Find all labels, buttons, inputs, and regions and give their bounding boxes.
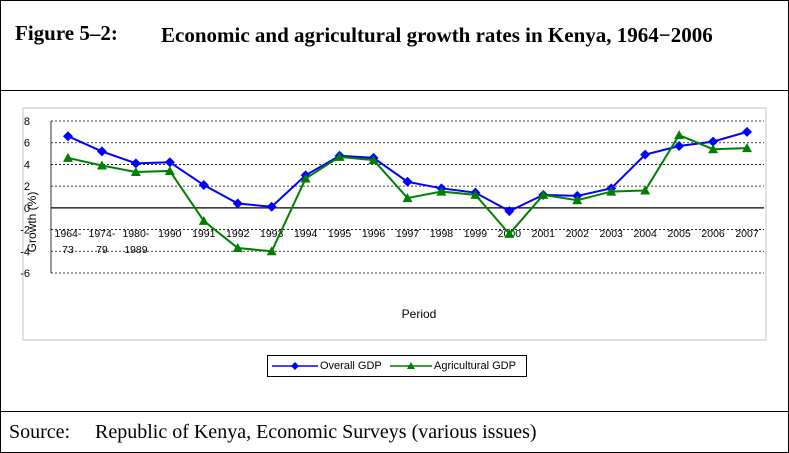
data-point-overall-gdp [232,198,243,209]
data-point-overall-gdp [130,158,141,169]
y-tick-label: -4 [20,246,30,258]
x-axis-label: Period [402,307,437,321]
data-point-agricultural-gdp [742,143,753,153]
x-tick-label: 1996 [362,228,386,240]
x-tick-label: 1995 [328,228,352,240]
x-tick-label: 1997 [396,228,420,240]
x-tick-label: 2003 [600,228,624,240]
figure-source: Source: Republic of Kenya, Economic Surv… [1,411,788,453]
data-point-agricultural-gdp [232,243,243,253]
x-tick-label: 1998 [430,228,454,240]
y-tick-label: 8 [24,116,30,128]
data-point-agricultural-gdp [300,173,311,183]
data-point-overall-gdp [164,157,175,168]
y-tick-label: 4 [24,159,30,171]
y-tick-labels: -6 -4 -2 0 2 4 6 8 [20,116,30,280]
data-point-agricultural-gdp [436,186,447,196]
x-tick-label: 1994 [294,228,318,240]
x-tick-label: 2007 [735,228,759,240]
x-tick-label: 2005 [667,228,691,240]
y-axis-label: Growth (%) [25,192,39,253]
x-tick-label: 1980-1989 [122,228,149,256]
x-tick-label: 1964-73 [55,228,82,256]
source-text: Republic of Kenya, Economic Surveys (var… [95,421,537,443]
data-point-overall-gdp [62,131,73,142]
data-point-agricultural-gdp [368,155,379,165]
x-tick-label: 2006 [701,228,725,240]
data-point-agricultural-gdp [572,195,583,205]
data-point-overall-gdp [96,146,107,157]
data-point-agricultural-gdp [504,228,515,238]
figure-header: Figure 5–2: Economic and agricultural gr… [1,1,788,91]
chart-area [22,107,767,341]
x-tick-label: 1991 [192,228,216,240]
data-point-agricultural-gdp [674,130,685,140]
y-tick-label: 2 [24,181,30,193]
legend: Overall GDP Agricultural GDP [267,355,527,377]
data-point-agricultural-gdp [164,165,175,175]
legend-marker-agricultural-gdp-icon [390,362,432,369]
data-point-overall-gdp [708,136,719,147]
data-point-overall-gdp [674,140,685,151]
data-point-agricultural-gdp [334,151,345,161]
data-point-agricultural-gdp [470,189,481,199]
x-tick-label: 2002 [566,228,590,240]
data-point-overall-gdp [742,126,753,137]
y-tick-label: 6 [24,138,30,150]
y-tick-label: -6 [20,268,30,280]
x-tick-label: 1990 [158,228,182,240]
data-point-overall-gdp [504,206,515,217]
figure-label: Figure 5–2: [15,21,118,45]
y-tick-label: -2 [20,225,30,237]
data-point-agricultural-gdp [606,186,617,196]
data-point-agricultural-gdp [538,189,549,199]
data-point-overall-gdp [402,176,413,187]
data-point-overall-gdp [266,201,277,212]
x-tick-label: 1999 [464,228,488,240]
data-point-agricultural-gdp [402,193,413,203]
data-point-agricultural-gdp [198,215,209,225]
legend-marker-overall-gdp-icon [272,362,318,370]
source-label: Source: [9,421,71,443]
series-lines [62,126,753,256]
figure-title: Economic and agricultural growth rates i… [161,23,713,47]
x-tick-label: 1974-79 [88,228,115,256]
data-point-agricultural-gdp [96,160,107,170]
x-tick-label: 2001 [532,228,556,240]
x-tick-label: 2004 [633,228,657,240]
data-point-agricultural-gdp [708,144,719,154]
data-point-agricultural-gdp [62,152,73,162]
data-point-agricultural-gdp [266,246,277,256]
data-point-overall-gdp [198,180,209,191]
x-tick-label: 1992 [226,228,250,240]
data-point-overall-gdp [640,149,651,160]
legend-label-agricultural-gdp: Agricultural GDP [434,360,516,372]
data-point-agricultural-gdp [640,185,651,195]
legend-label-overall-gdp: Overall GDP [320,360,382,372]
data-point-agricultural-gdp [130,167,141,177]
y-tick-label: 0 [24,203,30,215]
